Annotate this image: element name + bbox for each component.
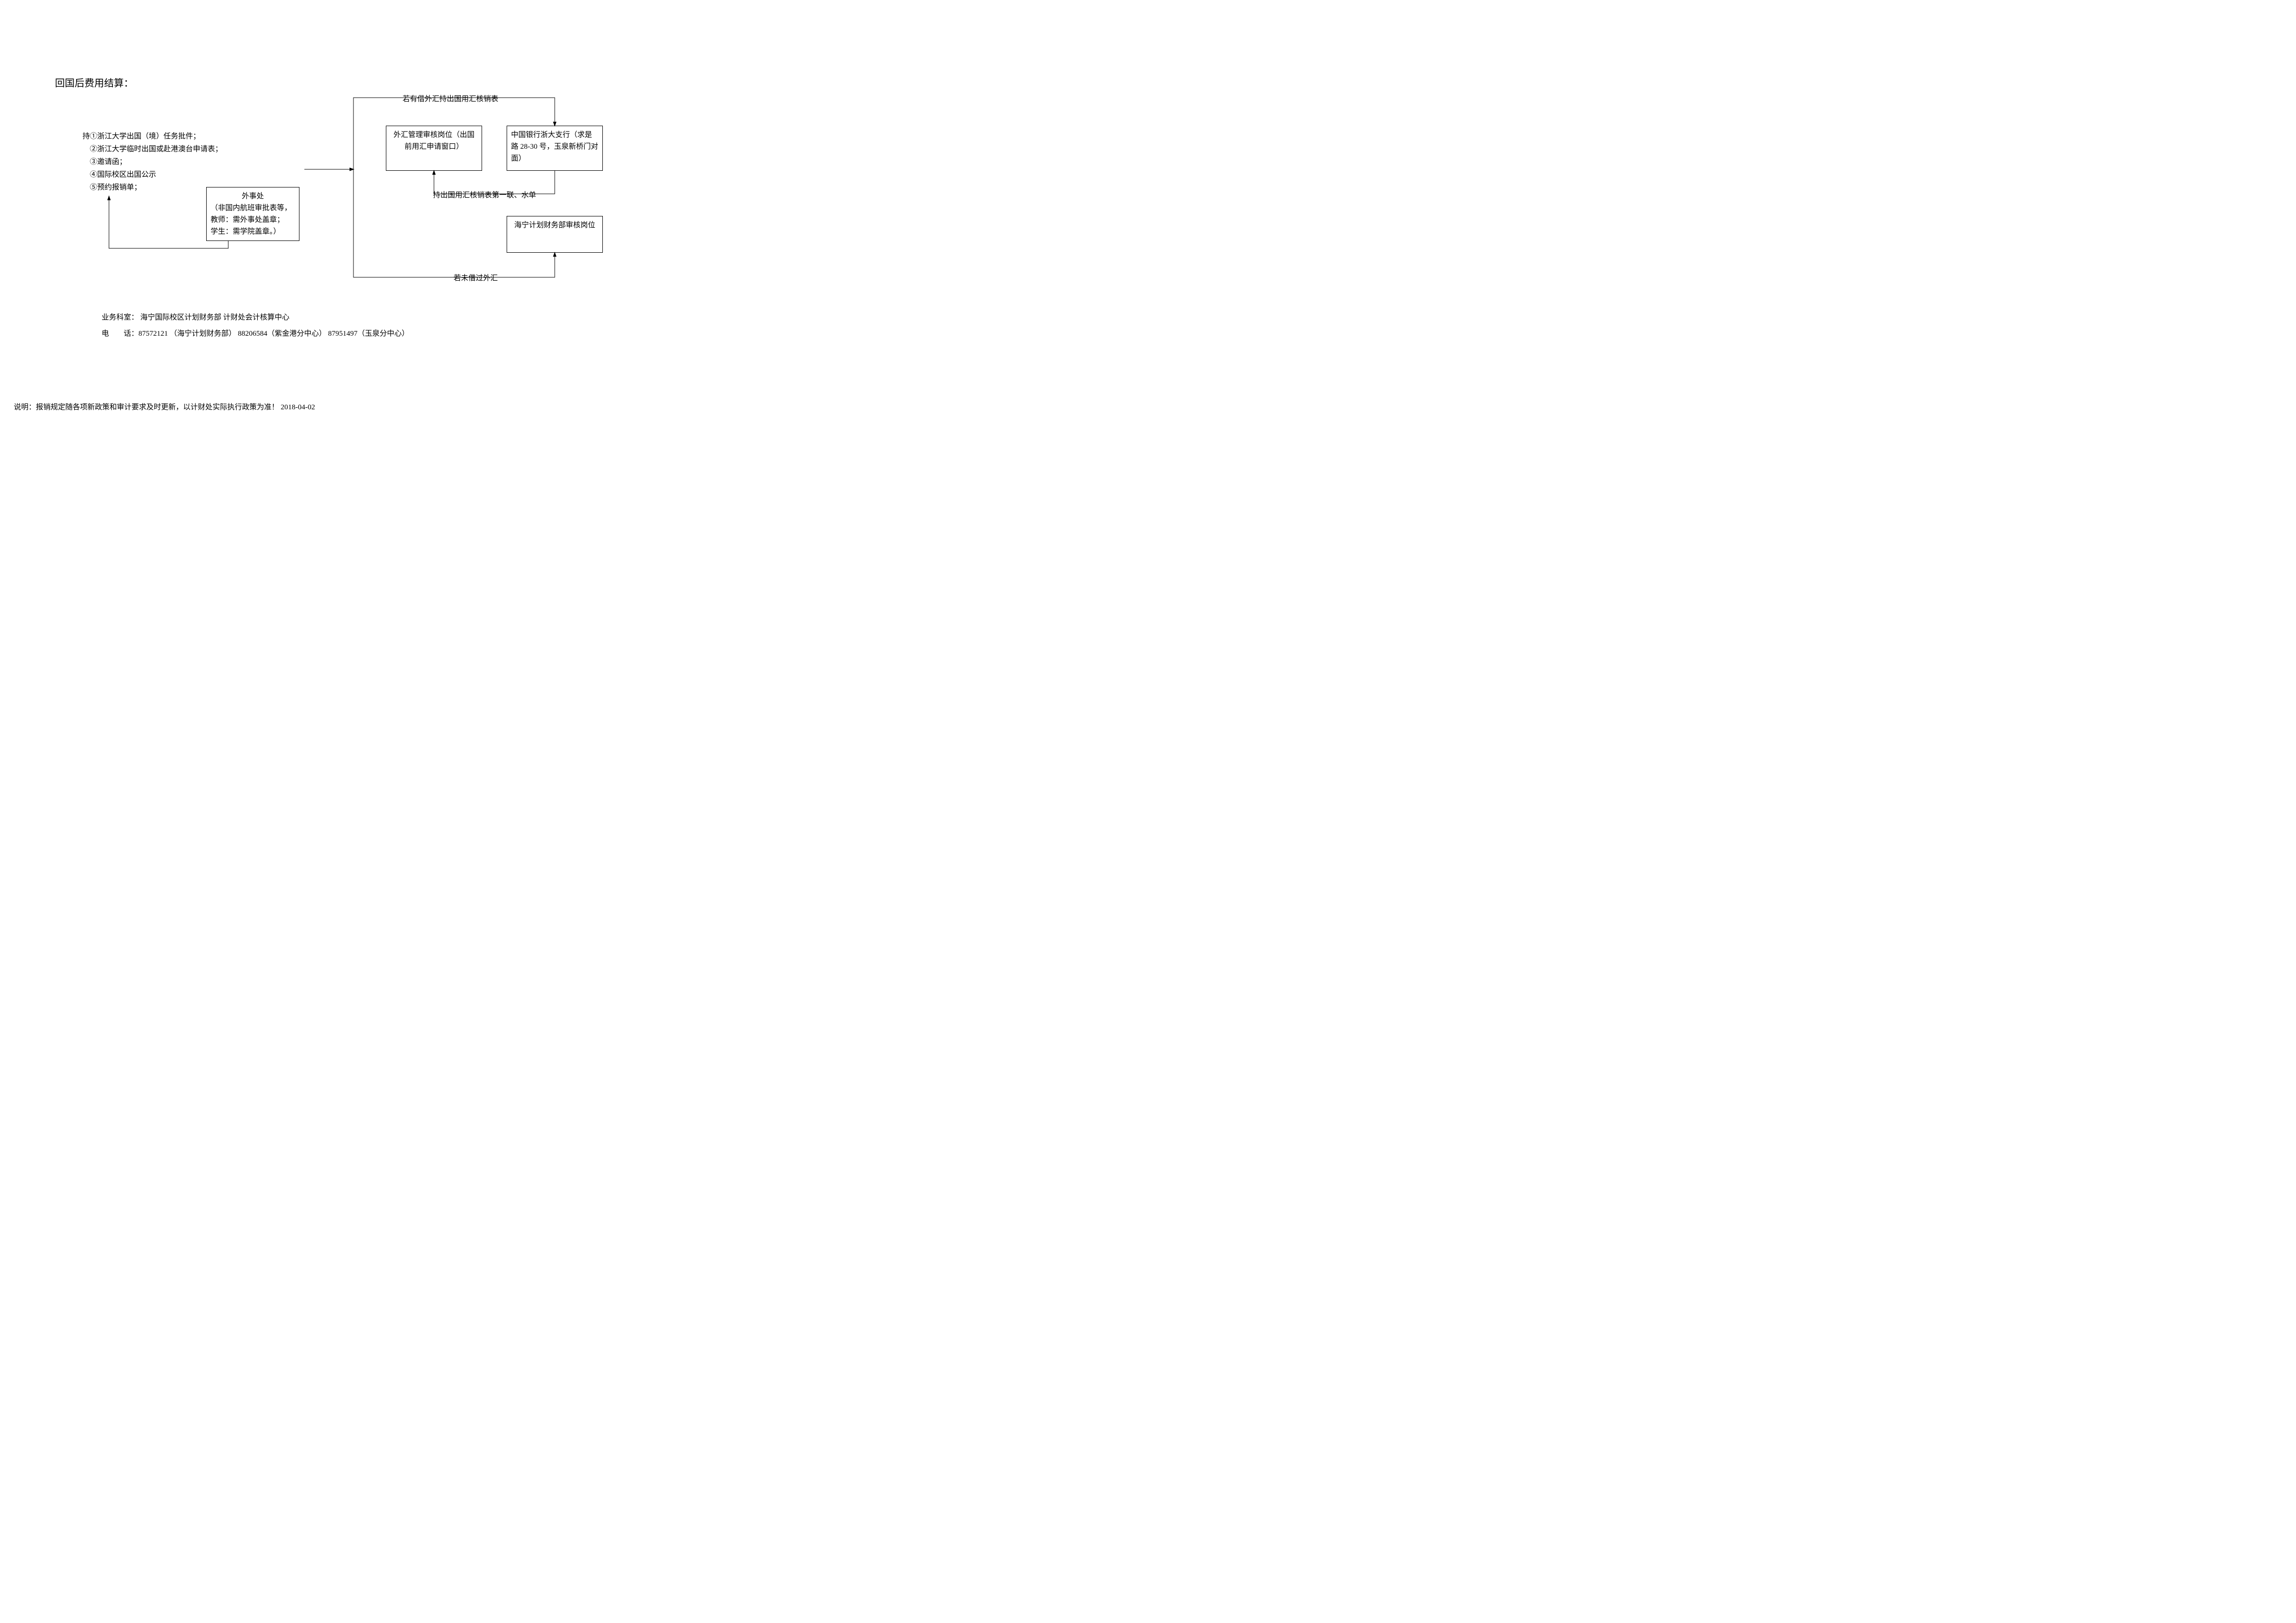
node-foreign-affairs-l2: （非国内航班审批表等，	[211, 202, 295, 214]
node-foreign-affairs-l4: 学生：需学院盖章。）	[211, 226, 295, 238]
checklist-item-3: ③邀请函；	[82, 156, 222, 168]
node-haining-audit-text: 海宁计划财务部审核岗位	[514, 221, 595, 229]
node-forex-management: 外汇管理审核岗位（出国前用汇申请窗口）	[386, 126, 482, 171]
footer-dept: 业务科室： 海宁国际校区计划财务部 计财处会计核算中心	[102, 312, 290, 322]
node-haining-audit: 海宁计划财务部审核岗位	[507, 216, 603, 253]
checklist-item-2: ②浙江大学临时出国或赴港澳台申请表；	[82, 143, 222, 156]
checklist-item-1: 持①浙江大学出国（境）任务批件；	[82, 130, 222, 143]
edge-label-bottom: 若未借过外汇	[452, 272, 500, 283]
node-foreign-affairs-l3: 教师：需外事处盖章；	[211, 214, 295, 226]
node-bank: 中国银行浙大支行（求是路 28-30 号，玉泉新桥门对面）	[507, 126, 603, 171]
page-title: 回国后费用结算：	[55, 75, 134, 89]
node-foreign-affairs: 外事处 （非国内航班审批表等， 教师：需外事处盖章； 学生：需学院盖章。）	[206, 187, 299, 241]
node-forex-management-text: 外汇管理审核岗位（出国前用汇申请窗口）	[393, 131, 474, 151]
edge-label-top: 若有借外汇持出国用汇核销表	[401, 93, 500, 104]
checklist-item-4: ④国际校区出国公示	[82, 168, 222, 181]
node-bank-text: 中国银行浙大支行（求是路 28-30 号，玉泉新桥门对面）	[511, 131, 598, 162]
footer-phone: 电 话：87572121 （海宁计划财务部） 88206584（紫金港分中心） …	[102, 328, 409, 338]
footnote: 说明：报销规定随各项新政策和审计要求及时更新，以计财处实际执行政策为准！ 201…	[14, 401, 315, 412]
page: 回国后费用结算： 持①浙江大学出国（境）任务批件； ②浙江大学临时出国或赴港澳台…	[0, 0, 620, 438]
node-foreign-affairs-title: 外事处	[211, 190, 295, 202]
edge-label-mid: 持出国用汇核销表第一联、水单	[431, 189, 538, 200]
checklist: 持①浙江大学出国（境）任务批件； ②浙江大学临时出国或赴港澳台申请表； ③邀请函…	[82, 130, 222, 194]
checklist-item-5: ⑤预约报销单；	[82, 181, 222, 194]
